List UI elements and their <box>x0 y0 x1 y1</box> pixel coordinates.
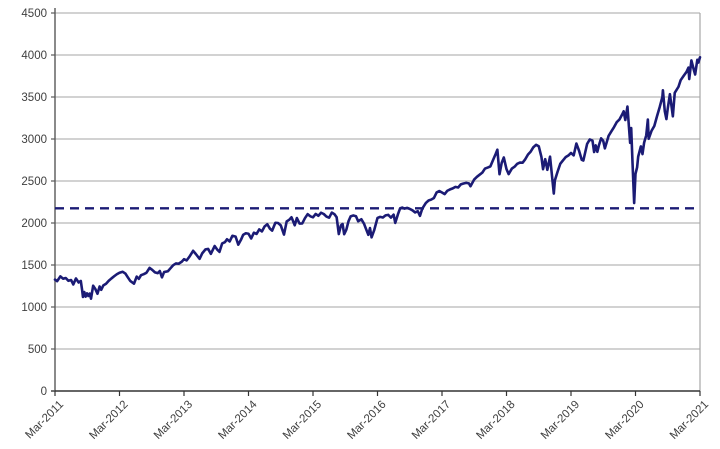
y-tick-label: 4500 <box>21 8 47 20</box>
x-tick-label: Mar-2016 <box>345 399 388 442</box>
y-tick-label: 2000 <box>21 218 47 230</box>
series-index-level <box>53 55 702 300</box>
x-tick-label: Mar-2017 <box>410 399 453 442</box>
axis-tick-marks <box>51 12 701 396</box>
y-tick-label: 4000 <box>21 50 47 62</box>
x-tick-label: Mar-2021 <box>668 399 711 442</box>
x-tick-label: Mar-2015 <box>281 399 324 442</box>
y-tick-label: 1500 <box>21 260 47 272</box>
y-axis-tick-labels: 0 500 1000 1500 2000 2500 3000 3500 4000 4500 <box>21 8 47 398</box>
y-tick-label: 500 <box>28 344 47 356</box>
y-tick-label: 0 <box>41 386 47 398</box>
data-series-line <box>53 55 702 300</box>
x-tick-label: Mar-2014 <box>216 398 260 442</box>
x-tick-label: Mar-2011 <box>23 399 66 442</box>
y-tick-label: 3000 <box>21 134 47 146</box>
plot-border <box>51 8 701 392</box>
y-tick-label: 1000 <box>21 302 47 314</box>
x-axis-tick-labels: Mar-2011 Mar-2012 Mar-2013 Mar-2014 Mar-2015… <box>23 398 711 442</box>
y-tick-label: 2500 <box>21 176 47 188</box>
x-tick-label: Mar-2013 <box>152 399 195 442</box>
x-tick-label: Mar-2018 <box>474 399 517 442</box>
gridlines <box>55 12 700 350</box>
x-tick-label: Mar-2012 <box>87 399 130 442</box>
x-tick-label: Mar-2020 <box>603 399 646 442</box>
x-tick-label: Mar-2019 <box>539 399 582 442</box>
y-tick-label: 3500 <box>21 92 47 104</box>
